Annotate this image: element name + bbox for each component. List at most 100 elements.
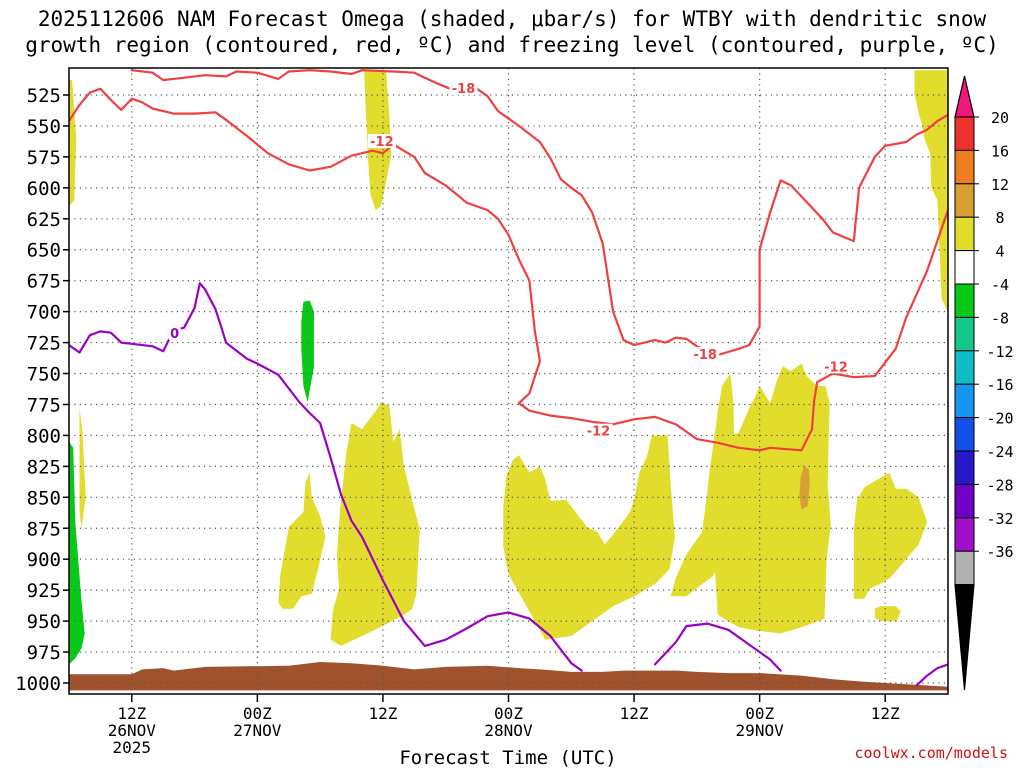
contour-label-bg [584,423,613,438]
omega-region-12 [874,606,901,622]
colorbar-segment [954,450,975,485]
y-tick-label: 775 [27,394,61,416]
omega-region-13 [799,466,810,510]
y-tick-label: 625 [27,209,61,231]
colorbar-label: -28 [986,476,1013,494]
contour-line-0 [69,87,948,452]
colorbar-arrow-top [954,75,975,118]
omega-region-11 [853,472,928,599]
x-tick-label: 29NOV [736,721,785,740]
y-axis: 525 550 575 600 625 650 675 700 725 750 775 800 825 8… [15,85,69,695]
x-axis-label: Forecast Time (UTC) [399,747,616,768]
omega-region-3 [301,300,314,402]
colorbar-arrow-bottom [954,583,975,691]
omega-shading-layer [69,70,948,665]
y-tick-label: 600 [27,178,61,200]
x-tick-label: 12Z [620,704,649,723]
colorbar-label: 20 [991,109,1009,127]
contour-line-3 [653,622,782,672]
y-tick-label: 1000 [15,673,61,695]
y-tick-label: 525 [27,85,61,107]
colorbar-segment [954,517,975,552]
colorbar-label: -36 [986,543,1013,561]
x-tick-label: 12Z [117,704,146,723]
y-tick-label: 925 [27,580,61,602]
contour-label: -18 [452,82,476,97]
colorbar-label: -4 [991,276,1009,294]
colorbar-label: -20 [986,410,1013,428]
colorbar-label: 12 [991,176,1009,194]
colorbar: 20 16 12 8 4 -4 -8 -12 -16 -20 -24 -28 -32 -36 [954,75,1014,691]
y-tick-label: 650 [27,240,61,262]
colorbar-segment [954,149,975,185]
colorbar-label: -24 [986,443,1013,461]
x-tick-label: 12Z [368,704,397,723]
contour-label-bg [691,346,720,361]
contour-line-2 [69,282,583,672]
x-tick-label: 28NOV [484,721,533,740]
y-tick-label: 750 [27,364,61,386]
y-tick-label: 825 [27,456,61,478]
contour-label-bg [822,359,851,374]
contour-line-1 [130,69,948,357]
y-tick-label: 875 [27,518,61,540]
contour-label-bg [367,134,396,149]
y-tick-label: 700 [27,302,61,324]
colorbar-segment [954,417,975,452]
contour-label-layer: -18 -12 0 -18 -12 -12 [168,80,851,440]
omega-region-8 [503,435,675,640]
colorbar-segment [954,550,975,586]
chart-title-line2: growth region (contoured, red, ºC) and f… [25,33,999,57]
omega-region-10 [714,363,831,634]
y-tick-label: 575 [27,147,61,169]
x-tick-label: 26NOV [108,721,157,740]
y-tick-label: 675 [27,271,61,293]
contour-label: -12 [370,135,394,150]
x-tick-label: 00Z [243,704,272,723]
omega-region-0 [69,80,77,207]
contour-layer [69,69,948,687]
y-tick-label: 975 [27,642,61,664]
contour-label: -12 [824,360,848,375]
contour-label: 0 [170,327,179,342]
colorbar-segment [954,316,975,352]
colorbar-segment [954,183,975,218]
colorbar-segment [954,483,975,519]
contour-label: -18 [693,348,717,363]
colorbar-segment [954,116,975,151]
omega-region-4 [69,441,85,665]
colorbar-segment [954,283,975,318]
omega-region-6 [278,472,326,609]
colorbar-label: -12 [986,343,1013,361]
y-tick-label: 950 [27,611,61,633]
y-tick-label: 900 [27,549,61,571]
colorbar-label: -16 [986,376,1013,394]
y-tick-label: 850 [27,487,61,509]
contour-label-bg [449,80,478,95]
omega-region-5 [79,408,86,529]
contour-label: -12 [587,425,611,440]
omega-region-7 [330,402,420,646]
colorbar-segment [954,250,975,285]
contour-line-4 [915,663,948,687]
terrain-layer [69,662,948,691]
y-tick-label: 550 [27,116,61,138]
x-tick-label: 27NOV [233,721,282,740]
x-tick-label: 00Z [745,704,774,723]
colorbar-label: -32 [986,510,1013,528]
colorbar-label: -8 [991,309,1009,327]
y-tick-label: 725 [27,333,61,355]
x-tick-label: 2025 [113,738,152,757]
chart-title-line1: 2025112606 NAM Forecast Omega (shaded, μ… [37,7,987,31]
contour-label-bg [168,325,181,340]
colorbar-label: 16 [991,142,1009,160]
colorbar-label: 4 [995,243,1004,261]
y-tick-label: 800 [27,425,61,447]
omega-region-2 [914,70,948,312]
x-tick-label: 00Z [494,704,523,723]
colorbar-segment [954,383,975,419]
chart-title: 2025112606 NAM Forecast Omega (shaded, μ… [0,6,1024,58]
terrain-fill [69,662,948,691]
